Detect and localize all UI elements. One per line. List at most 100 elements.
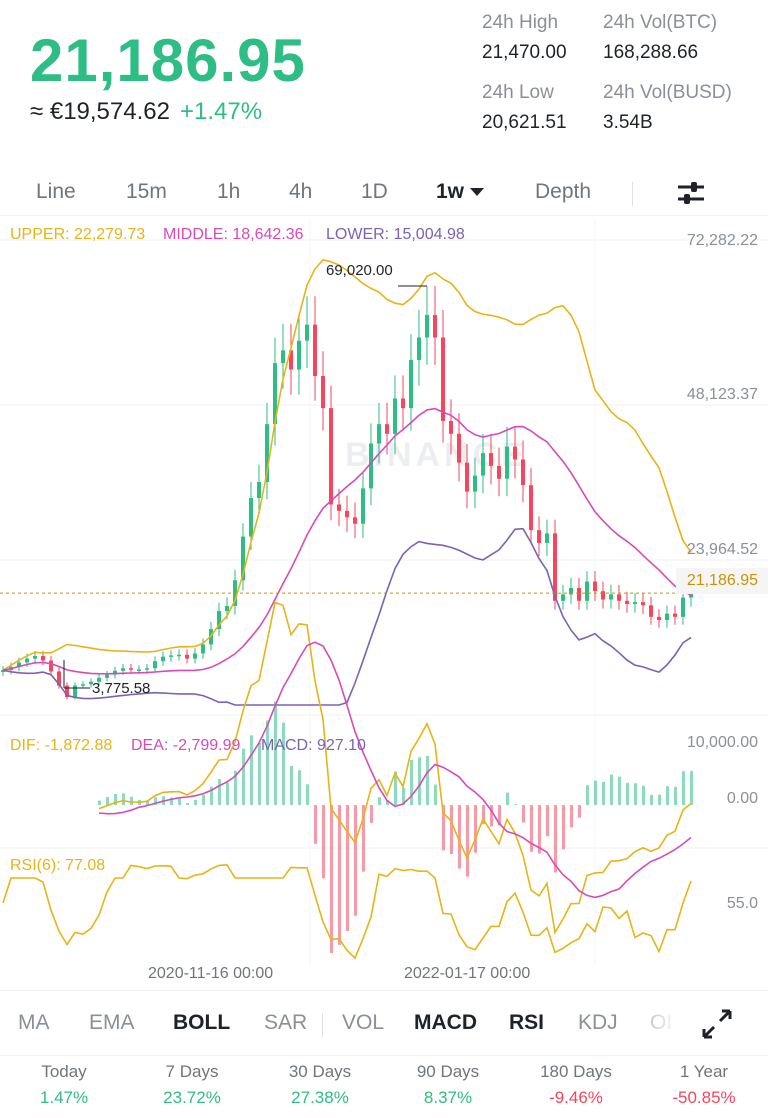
macd-histogram-bar bbox=[434, 784, 437, 805]
price-axis-label: 48,123.37 bbox=[686, 386, 758, 403]
candle bbox=[505, 446, 509, 479]
indicator-vol[interactable]: VOL bbox=[342, 1011, 385, 1034]
perf-7-days: 7 Days 23.72% bbox=[128, 1062, 256, 1108]
perf-value: 8.37% bbox=[423, 1088, 473, 1107]
macd-histogram-bar bbox=[194, 799, 197, 805]
macd-histogram-bar bbox=[522, 805, 525, 823]
tab-depth[interactable]: Depth bbox=[535, 180, 592, 203]
candle bbox=[649, 605, 653, 617]
candle bbox=[593, 581, 597, 592]
candle bbox=[569, 587, 573, 595]
high-marker-label: 69,020.00 bbox=[326, 262, 393, 279]
candle bbox=[337, 504, 341, 511]
macd-histogram-bar bbox=[170, 797, 173, 805]
current-price-tag: 21,186.95 bbox=[676, 568, 768, 594]
low-marker-label: 3,775.58 bbox=[92, 680, 151, 697]
macd-histogram-bar bbox=[114, 794, 117, 805]
macd-histogram-bar bbox=[658, 794, 661, 805]
stat-24h-low: 24h Low 20,621.51 bbox=[482, 82, 567, 134]
tab-1d[interactable]: 1D bbox=[361, 180, 388, 203]
macd-dea-line bbox=[98, 641, 692, 899]
stat-value: 168,288.66 bbox=[603, 42, 699, 63]
stat-label: 24h High bbox=[482, 12, 559, 33]
stat-label: 24h Vol(BUSD) bbox=[603, 82, 732, 103]
macd-histogram-bar bbox=[290, 765, 293, 805]
price-axis-label: 23,964.52 bbox=[686, 541, 758, 558]
macd-histogram-bar bbox=[506, 792, 509, 805]
candle bbox=[17, 662, 21, 667]
candle bbox=[561, 594, 565, 601]
candle bbox=[521, 459, 525, 486]
macd-histogram-bar bbox=[442, 805, 445, 851]
macd-histogram-bar bbox=[298, 770, 301, 805]
indicator-boll[interactable]: BOLL bbox=[173, 1011, 231, 1034]
stat-label: 24h Low bbox=[482, 82, 554, 103]
candle bbox=[497, 465, 501, 479]
macd-histogram-bar bbox=[618, 776, 621, 805]
candle bbox=[249, 498, 253, 537]
candle bbox=[657, 616, 661, 621]
macd-histogram-bar bbox=[426, 755, 429, 805]
candle bbox=[49, 660, 53, 672]
expand-arrows-icon[interactable] bbox=[700, 1007, 734, 1041]
indicator-ema[interactable]: EMA bbox=[89, 1011, 135, 1034]
candle bbox=[57, 671, 61, 686]
macd-histogram-bar bbox=[690, 771, 693, 805]
overflow-fade bbox=[620, 991, 680, 1055]
candle bbox=[297, 340, 301, 370]
candle bbox=[681, 597, 685, 617]
candle bbox=[121, 668, 125, 671]
sliders-icon[interactable] bbox=[676, 178, 706, 208]
tab-4h[interactable]: 4h bbox=[289, 180, 313, 203]
boll-middle-legend: MIDDLE: 18,642.36 bbox=[163, 226, 304, 243]
perf-label: 90 Days bbox=[416, 1062, 480, 1081]
perf-label: Today bbox=[41, 1062, 87, 1081]
fiat-price-row: ≈ €19,574.62 +1.47% bbox=[30, 98, 262, 126]
perf-1-year: 1 Year -50.85% bbox=[640, 1062, 768, 1108]
price-chart[interactable]: BINANCE bbox=[0, 0, 768, 990]
indicator-rsi[interactable]: RSI bbox=[509, 1011, 545, 1034]
tab-line[interactable]: Line bbox=[36, 180, 76, 203]
indicator-sar[interactable]: SAR bbox=[264, 1011, 308, 1034]
indicator-kdj[interactable]: KDJ bbox=[578, 1011, 618, 1034]
tab-15m[interactable]: 15m bbox=[126, 180, 167, 203]
candle bbox=[425, 314, 429, 338]
macd-histogram-bar bbox=[242, 748, 245, 805]
candle bbox=[601, 591, 605, 600]
candle bbox=[489, 453, 493, 466]
tab-1h[interactable]: 1h bbox=[217, 180, 241, 203]
macd-histogram-bar bbox=[178, 798, 181, 805]
macd-histogram-bar bbox=[306, 784, 309, 805]
macd-histogram-bar bbox=[586, 785, 589, 805]
macd-histogram-bar bbox=[282, 722, 285, 805]
macd-histogram-bar bbox=[498, 805, 501, 826]
macd-histogram-bar bbox=[146, 800, 149, 805]
candle bbox=[465, 462, 469, 492]
candle bbox=[393, 398, 397, 434]
macd-histogram-bar bbox=[546, 805, 549, 837]
macd-histogram-bar bbox=[578, 805, 581, 818]
rsi-legend: RSI(6): 77.08 bbox=[10, 857, 106, 874]
candle bbox=[369, 443, 373, 489]
perf-30-days: 30 Days 27.38% bbox=[256, 1062, 384, 1108]
candle bbox=[641, 602, 645, 606]
candle bbox=[177, 654, 181, 657]
macd-histogram-bar bbox=[562, 805, 565, 850]
macd-histogram-bar bbox=[602, 782, 605, 805]
boll-lower-line bbox=[2, 527, 692, 706]
macd-histogram-bar bbox=[218, 779, 221, 805]
macd-histogram-bar bbox=[538, 805, 541, 854]
candle bbox=[537, 530, 541, 543]
macd-histogram-bar bbox=[330, 805, 333, 954]
stat-24h-vol-busd: 24h Vol(BUSD) 3.54B bbox=[603, 82, 732, 134]
candle bbox=[241, 536, 245, 581]
macd-histogram-bar bbox=[266, 720, 269, 805]
tab-1w[interactable]: 1w bbox=[436, 180, 485, 204]
candle bbox=[289, 350, 293, 370]
indicator-divider bbox=[322, 1013, 323, 1037]
timeframe-tabs: Line 15m 1h 4h 1D 1w Depth bbox=[0, 172, 768, 216]
indicator-ma[interactable]: MA bbox=[18, 1011, 50, 1034]
indicator-macd[interactable]: MACD bbox=[414, 1011, 477, 1034]
x-axis-label: 2022-01-17 00:00 bbox=[404, 965, 531, 982]
perf-value: 27.38% bbox=[291, 1088, 349, 1107]
